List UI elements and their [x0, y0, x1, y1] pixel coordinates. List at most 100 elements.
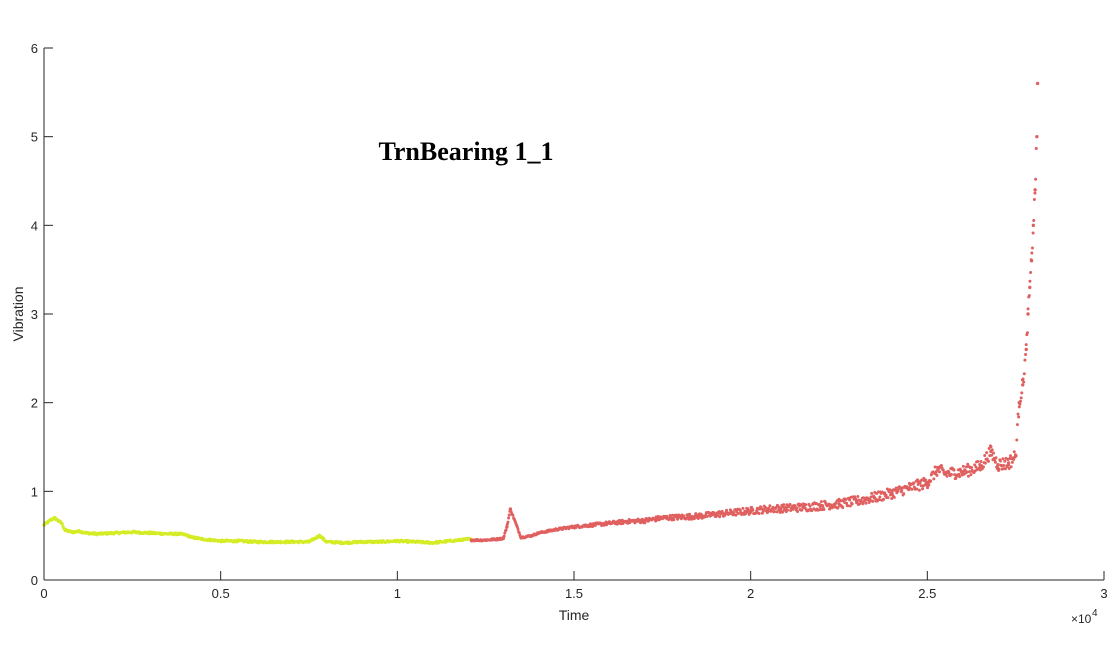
data-point — [1021, 377, 1025, 381]
x-tick-label: 1 — [394, 586, 401, 601]
data-point — [932, 477, 936, 481]
data-point — [507, 516, 511, 520]
data-point — [757, 511, 761, 515]
data-point — [907, 488, 911, 492]
data-point — [846, 504, 850, 508]
data-point — [718, 515, 722, 519]
data-point — [1017, 415, 1021, 419]
data-point — [890, 496, 894, 500]
data-point — [924, 478, 928, 482]
data-point — [788, 502, 792, 506]
data-point — [934, 470, 938, 474]
data-point — [665, 514, 669, 518]
data-point — [1023, 358, 1027, 362]
y-tick-label: 1 — [31, 484, 38, 499]
data-point — [1033, 188, 1037, 192]
data-point — [1028, 285, 1032, 290]
data-point — [784, 505, 788, 509]
data-point — [856, 494, 860, 498]
data-point — [848, 504, 852, 508]
y-tick-label: 2 — [31, 396, 38, 411]
data-point — [821, 504, 825, 508]
data-point — [848, 498, 852, 502]
data-point — [994, 456, 998, 460]
data-point — [1018, 402, 1022, 406]
data-point — [941, 468, 945, 472]
data-point — [791, 507, 795, 511]
data-point — [917, 488, 921, 492]
data-point — [762, 508, 766, 512]
data-point — [976, 459, 980, 463]
data-point — [998, 459, 1002, 463]
data-point — [785, 508, 789, 512]
data-point — [912, 481, 916, 485]
data-point — [961, 464, 965, 468]
x-tick-label: 1.5 — [565, 586, 583, 601]
data-point — [822, 507, 826, 511]
y-tick-label: 6 — [31, 41, 38, 56]
axes-layer: 0 0.5 1 1.5 2 2.5 3 0 1 2 3 4 5 6 — [31, 41, 1108, 601]
data-point — [927, 483, 931, 487]
x-exponent-base: ×10 — [1071, 612, 1092, 626]
data-point — [1014, 454, 1018, 458]
data-point — [674, 513, 678, 517]
data-point — [1019, 399, 1023, 403]
data-point — [772, 510, 776, 514]
data-point — [933, 465, 937, 469]
data-point — [511, 513, 515, 517]
data-point — [780, 510, 784, 514]
data-point — [1030, 246, 1034, 250]
data-point — [617, 521, 621, 525]
y-axis-label: Vibration — [10, 286, 26, 341]
data-point — [900, 488, 904, 492]
data-point — [1034, 177, 1038, 181]
data-point — [889, 491, 893, 495]
x-tick-label: 3 — [1100, 586, 1107, 601]
data-point — [729, 509, 733, 513]
x-exponent-power: 4 — [1092, 608, 1098, 619]
data-point — [987, 446, 991, 450]
data-point — [965, 470, 969, 474]
data-point — [1032, 198, 1036, 202]
data-point — [1008, 454, 1012, 458]
data-point — [818, 505, 822, 509]
series-1 — [42, 515, 473, 546]
data-point — [869, 495, 873, 499]
data-point — [775, 510, 779, 514]
data-point — [515, 525, 519, 529]
data-point — [693, 516, 697, 520]
x-tick-label: 2.5 — [918, 586, 936, 601]
data-point — [508, 507, 512, 511]
data-point — [1022, 380, 1026, 384]
data-point — [871, 499, 875, 503]
data-point — [983, 454, 987, 458]
data-point — [507, 513, 511, 517]
data-point — [888, 488, 892, 492]
data-point — [808, 504, 812, 508]
data-point — [516, 527, 520, 531]
data-point — [1019, 396, 1023, 400]
data-point — [1015, 438, 1019, 442]
data-point — [736, 512, 740, 516]
data-point — [768, 504, 772, 508]
data-point — [902, 492, 906, 496]
data-point — [965, 465, 969, 469]
y-tick-label: 0 — [31, 573, 38, 588]
data-point — [945, 474, 949, 478]
series-2 — [469, 81, 1040, 543]
data-point — [734, 513, 738, 517]
data-point — [1015, 423, 1019, 427]
data-point — [1003, 459, 1007, 463]
data-point — [953, 473, 957, 477]
data-point — [844, 498, 848, 502]
data-point — [997, 467, 1001, 471]
data-point — [841, 506, 845, 510]
data-point — [819, 500, 823, 504]
data-point — [973, 463, 977, 467]
data-point — [746, 507, 750, 511]
data-point — [782, 503, 786, 507]
data-point — [688, 512, 692, 516]
data-point — [957, 472, 961, 476]
data-point — [682, 514, 686, 518]
